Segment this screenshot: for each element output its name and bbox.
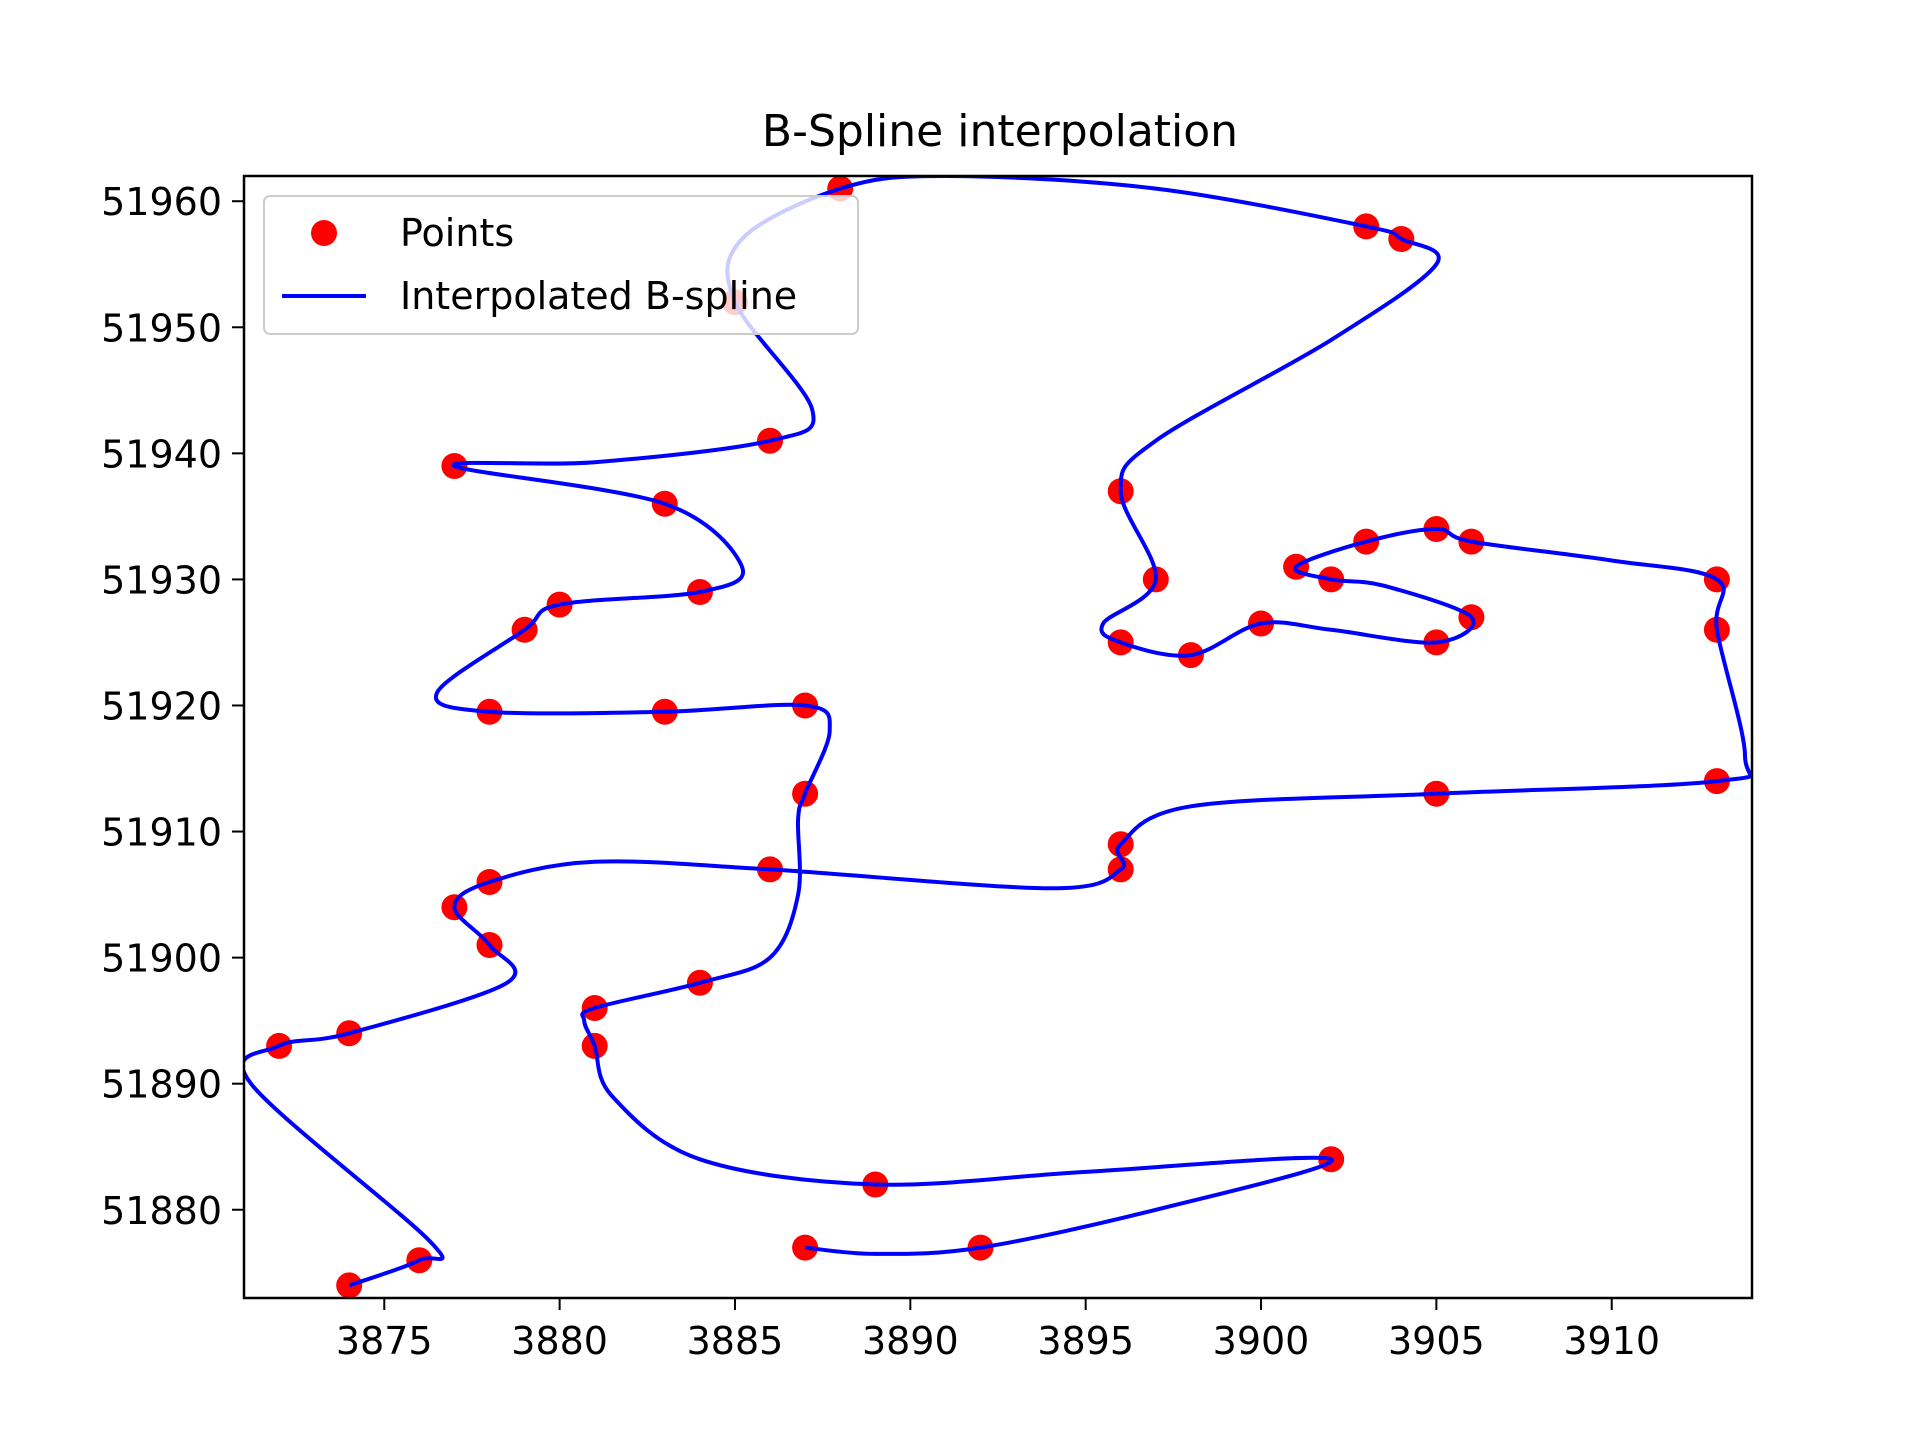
legend-box — [263, 195, 859, 335]
axes-frame — [242, 174, 1754, 1300]
y-tick-label: 51950 — [101, 306, 222, 350]
y-axis: 51880 51890 51900 51910 51920 51930 51940 51950… — [101, 180, 244, 1233]
x-axis: 3875 3880 3885 3890 3895 3900 3905 3910 — [336, 1298, 1660, 1363]
legend-label-spline: Interpolated B-spline — [400, 274, 797, 318]
y-tick-label: 51930 — [101, 558, 222, 602]
legend-label-points: Points — [400, 211, 514, 255]
legend-points-marker — [311, 220, 337, 246]
x-tick-label: 3905 — [1388, 1319, 1485, 1363]
y-tick-label: 51900 — [101, 937, 222, 981]
y-tick-label: 51890 — [101, 1063, 222, 1107]
x-tick-label: 3910 — [1563, 1319, 1660, 1363]
x-tick-label: 3890 — [862, 1319, 959, 1363]
y-tick-label: 51920 — [101, 684, 222, 728]
x-tick-label: 3880 — [511, 1319, 608, 1363]
y-tick-label: 51910 — [101, 811, 222, 855]
x-tick-label: 3900 — [1213, 1319, 1310, 1363]
y-tick-label: 51880 — [101, 1189, 222, 1233]
legend: Points Interpolated B-spline — [263, 195, 859, 335]
y-tick-label: 51960 — [101, 180, 222, 224]
x-tick-label: 3885 — [687, 1319, 784, 1363]
y-tick-label: 51940 — [101, 432, 222, 476]
plot-area — [242, 174, 1754, 1300]
chart-title: B-Spline interpolation — [762, 106, 1238, 157]
x-tick-label: 3895 — [1037, 1319, 1134, 1363]
spline-line — [244, 176, 1752, 1288]
plot-data — [244, 176, 1752, 1298]
x-tick-label: 3875 — [336, 1319, 433, 1363]
